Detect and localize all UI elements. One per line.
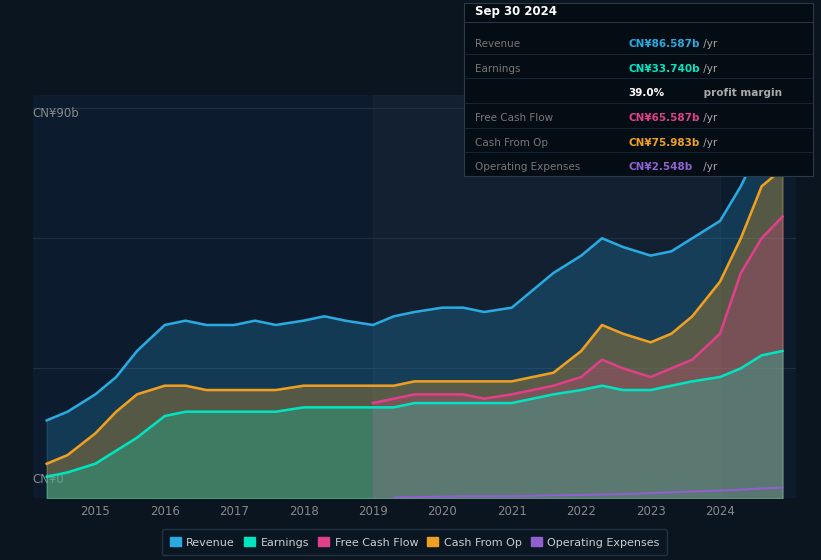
Text: CN¥2.548b: CN¥2.548b <box>628 162 692 172</box>
Text: 39.0%: 39.0% <box>628 88 664 99</box>
Text: /yr: /yr <box>700 64 718 74</box>
Text: CN¥0: CN¥0 <box>32 473 64 486</box>
Text: Sep 30 2024: Sep 30 2024 <box>475 5 557 18</box>
Text: Free Cash Flow: Free Cash Flow <box>475 113 553 123</box>
Legend: Revenue, Earnings, Free Cash Flow, Cash From Op, Operating Expenses: Revenue, Earnings, Free Cash Flow, Cash … <box>162 529 667 556</box>
Text: /yr: /yr <box>700 138 718 148</box>
Text: /yr: /yr <box>700 39 718 49</box>
Text: profit margin: profit margin <box>700 88 782 99</box>
Text: Cash From Op: Cash From Op <box>475 138 548 148</box>
Text: Operating Expenses: Operating Expenses <box>475 162 580 172</box>
Text: Earnings: Earnings <box>475 64 520 74</box>
Text: CN¥90b: CN¥90b <box>32 108 79 120</box>
Bar <box>373 95 720 498</box>
Text: /yr: /yr <box>700 162 718 172</box>
Text: CN¥86.587b: CN¥86.587b <box>628 39 699 49</box>
Text: /yr: /yr <box>700 113 718 123</box>
Text: CN¥65.587b: CN¥65.587b <box>628 113 699 123</box>
Text: CN¥33.740b: CN¥33.740b <box>628 64 699 74</box>
Text: Revenue: Revenue <box>475 39 520 49</box>
Text: CN¥75.983b: CN¥75.983b <box>628 138 699 148</box>
